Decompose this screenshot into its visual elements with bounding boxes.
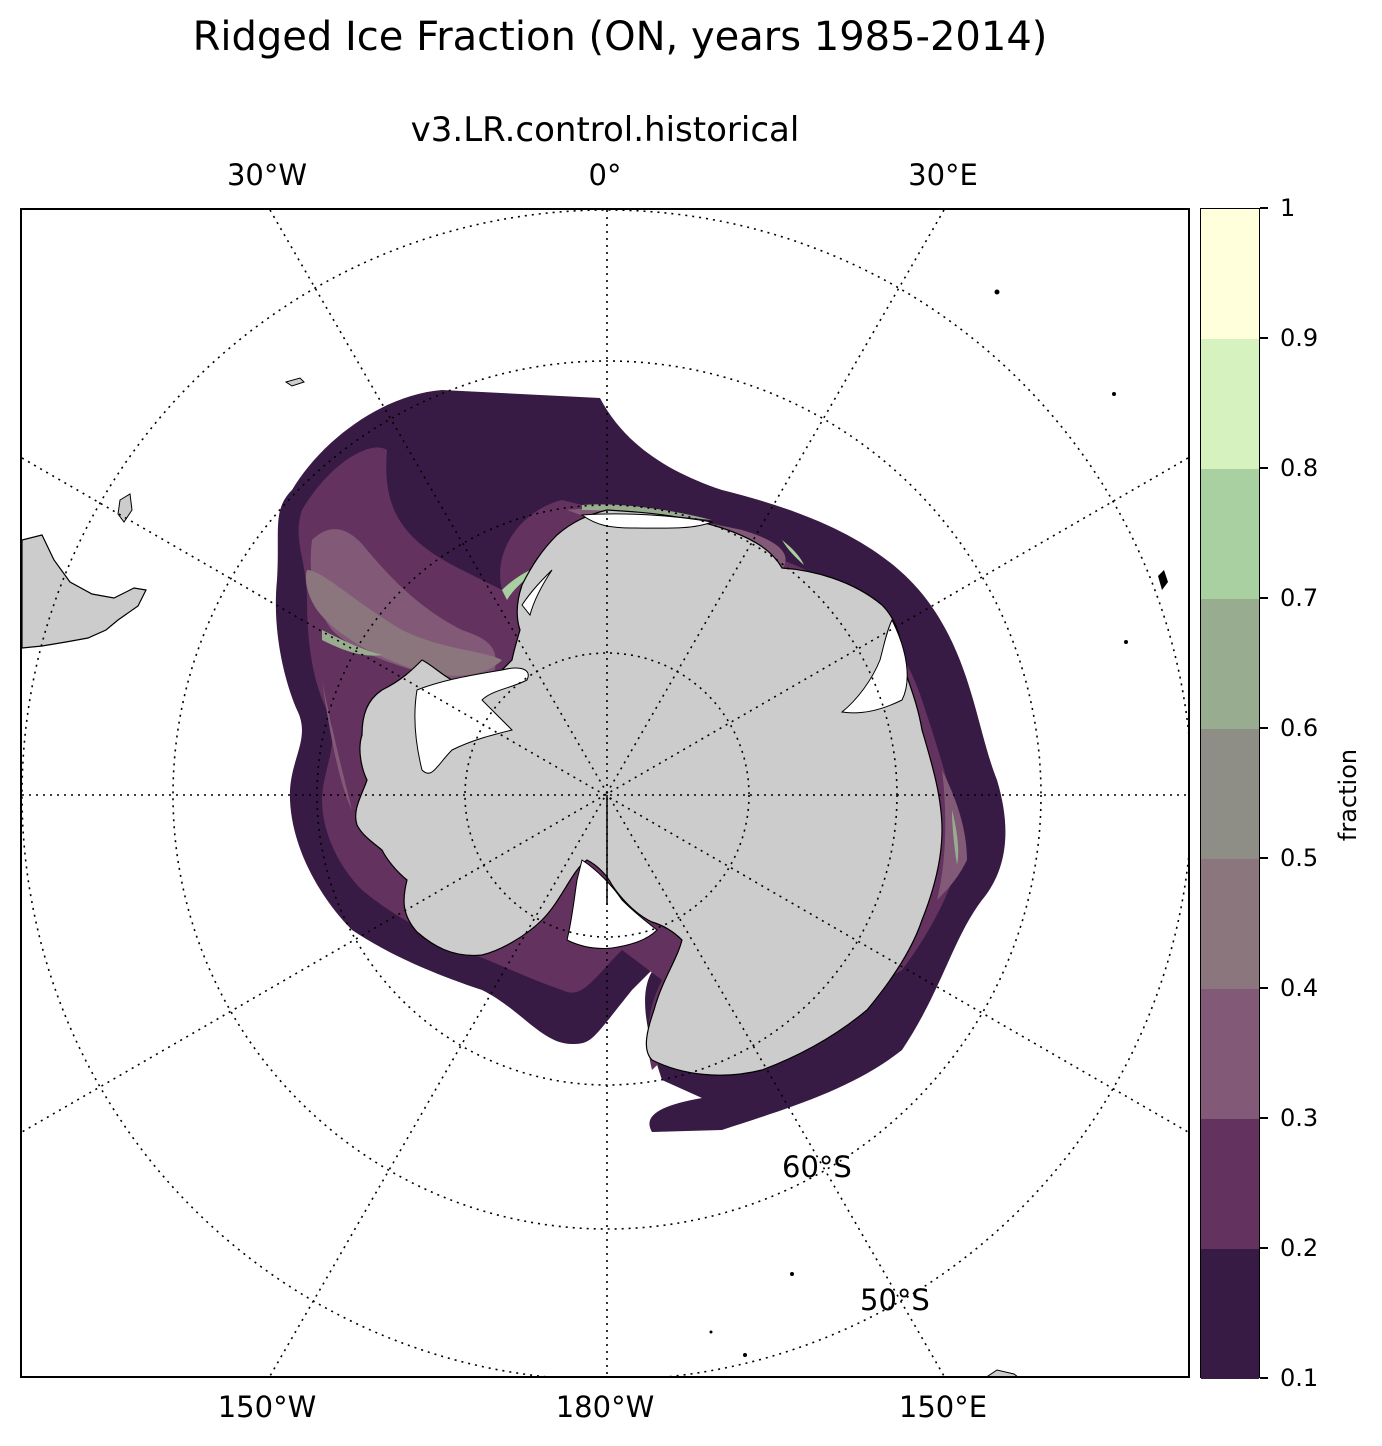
- colorbar-tick-label: 0.7: [1280, 584, 1319, 612]
- colorbar-tick-label: 0.9: [1280, 324, 1319, 352]
- lat-label-50s: 50°S: [860, 1283, 930, 1317]
- colorbar-label: fraction: [1334, 748, 1362, 842]
- small-island: [743, 1353, 747, 1357]
- colorbar-tick: [1260, 1377, 1268, 1379]
- gridlines: [22, 210, 1188, 1376]
- colorbar-tick-label: 0.5: [1280, 844, 1319, 872]
- small-island: [994, 289, 1000, 295]
- colorbar-tick-label: 0.8: [1280, 454, 1319, 482]
- lon-label-150e: 150°E: [898, 1390, 988, 1424]
- south-georgia: [284, 377, 305, 387]
- small-island: [709, 1330, 713, 1334]
- colorbar: [1200, 208, 1260, 1379]
- colorbar-tick: [1260, 597, 1268, 599]
- colorbar-segment: [1201, 599, 1259, 729]
- colorbar-tick-label: 0.3: [1280, 1104, 1319, 1132]
- ice-shelf-ross: [566, 859, 658, 949]
- ice-shelf-amery: [840, 618, 908, 714]
- meridian-60e: [22, 457, 1188, 1133]
- polar-map: [20, 208, 1190, 1378]
- map-canvas: [22, 210, 1188, 1376]
- panel-subtitle: v3.LR.control.historical: [410, 110, 800, 150]
- lon-label-150w: 150°W: [217, 1390, 317, 1424]
- lon-label-180w: 180°W: [555, 1390, 655, 1424]
- lon-label-30e: 30°E: [908, 158, 978, 192]
- lon-label-30w: 30°W: [226, 158, 308, 192]
- latitude-circle-70s: [464, 652, 750, 938]
- colorbar-tick: [1260, 1117, 1268, 1119]
- colorbar-segment: [1201, 729, 1259, 859]
- small-island: [1158, 570, 1168, 590]
- lon-label-0: 0°: [588, 158, 622, 192]
- colorbar-tick: [1260, 1247, 1268, 1249]
- colorbar-segment: [1201, 1119, 1259, 1249]
- colorbar-tick-label: 0.2: [1280, 1234, 1319, 1262]
- colorbar-tick-label: 1: [1280, 194, 1296, 222]
- small-island: [790, 1272, 794, 1276]
- ice-shelf-coast: [521, 513, 714, 617]
- colorbar-segment: [1201, 1249, 1259, 1379]
- colorbar-tick-label: 0.4: [1280, 974, 1319, 1002]
- colorbar-segment: [1201, 989, 1259, 1119]
- lat-label-60s: 60°S: [782, 1150, 852, 1184]
- figure-title: Ridged Ice Fraction (ON, years 1985-2014…: [192, 14, 1048, 60]
- colorbar-segment: [1201, 209, 1259, 339]
- meridian-30e: [269, 210, 945, 1376]
- colorbar-tick: [1260, 207, 1268, 209]
- small-island: [1112, 392, 1116, 396]
- latitude-circle-50s: [172, 360, 1042, 1230]
- colorbar-segment: [1201, 859, 1259, 989]
- colorbar-tick: [1260, 987, 1268, 989]
- colorbar-segment: [1201, 339, 1259, 469]
- falkland-islands: [117, 493, 133, 523]
- tasmania-nz-land: [987, 1369, 1018, 1376]
- ice-shelf-ronne: [414, 667, 529, 774]
- south-america-land: [22, 534, 147, 649]
- colorbar-tick: [1260, 467, 1268, 469]
- colorbar-tick-label: 0.1: [1280, 1364, 1319, 1392]
- colorbar-tick: [1260, 337, 1268, 339]
- colorbar-segment: [1201, 469, 1259, 599]
- colorbar-tick: [1260, 857, 1268, 859]
- small-island: [1124, 640, 1128, 644]
- colorbar-tick: [1260, 727, 1268, 729]
- sea-ice-band-0.4: [305, 570, 502, 676]
- colorbar-tick-label: 0.6: [1280, 714, 1319, 742]
